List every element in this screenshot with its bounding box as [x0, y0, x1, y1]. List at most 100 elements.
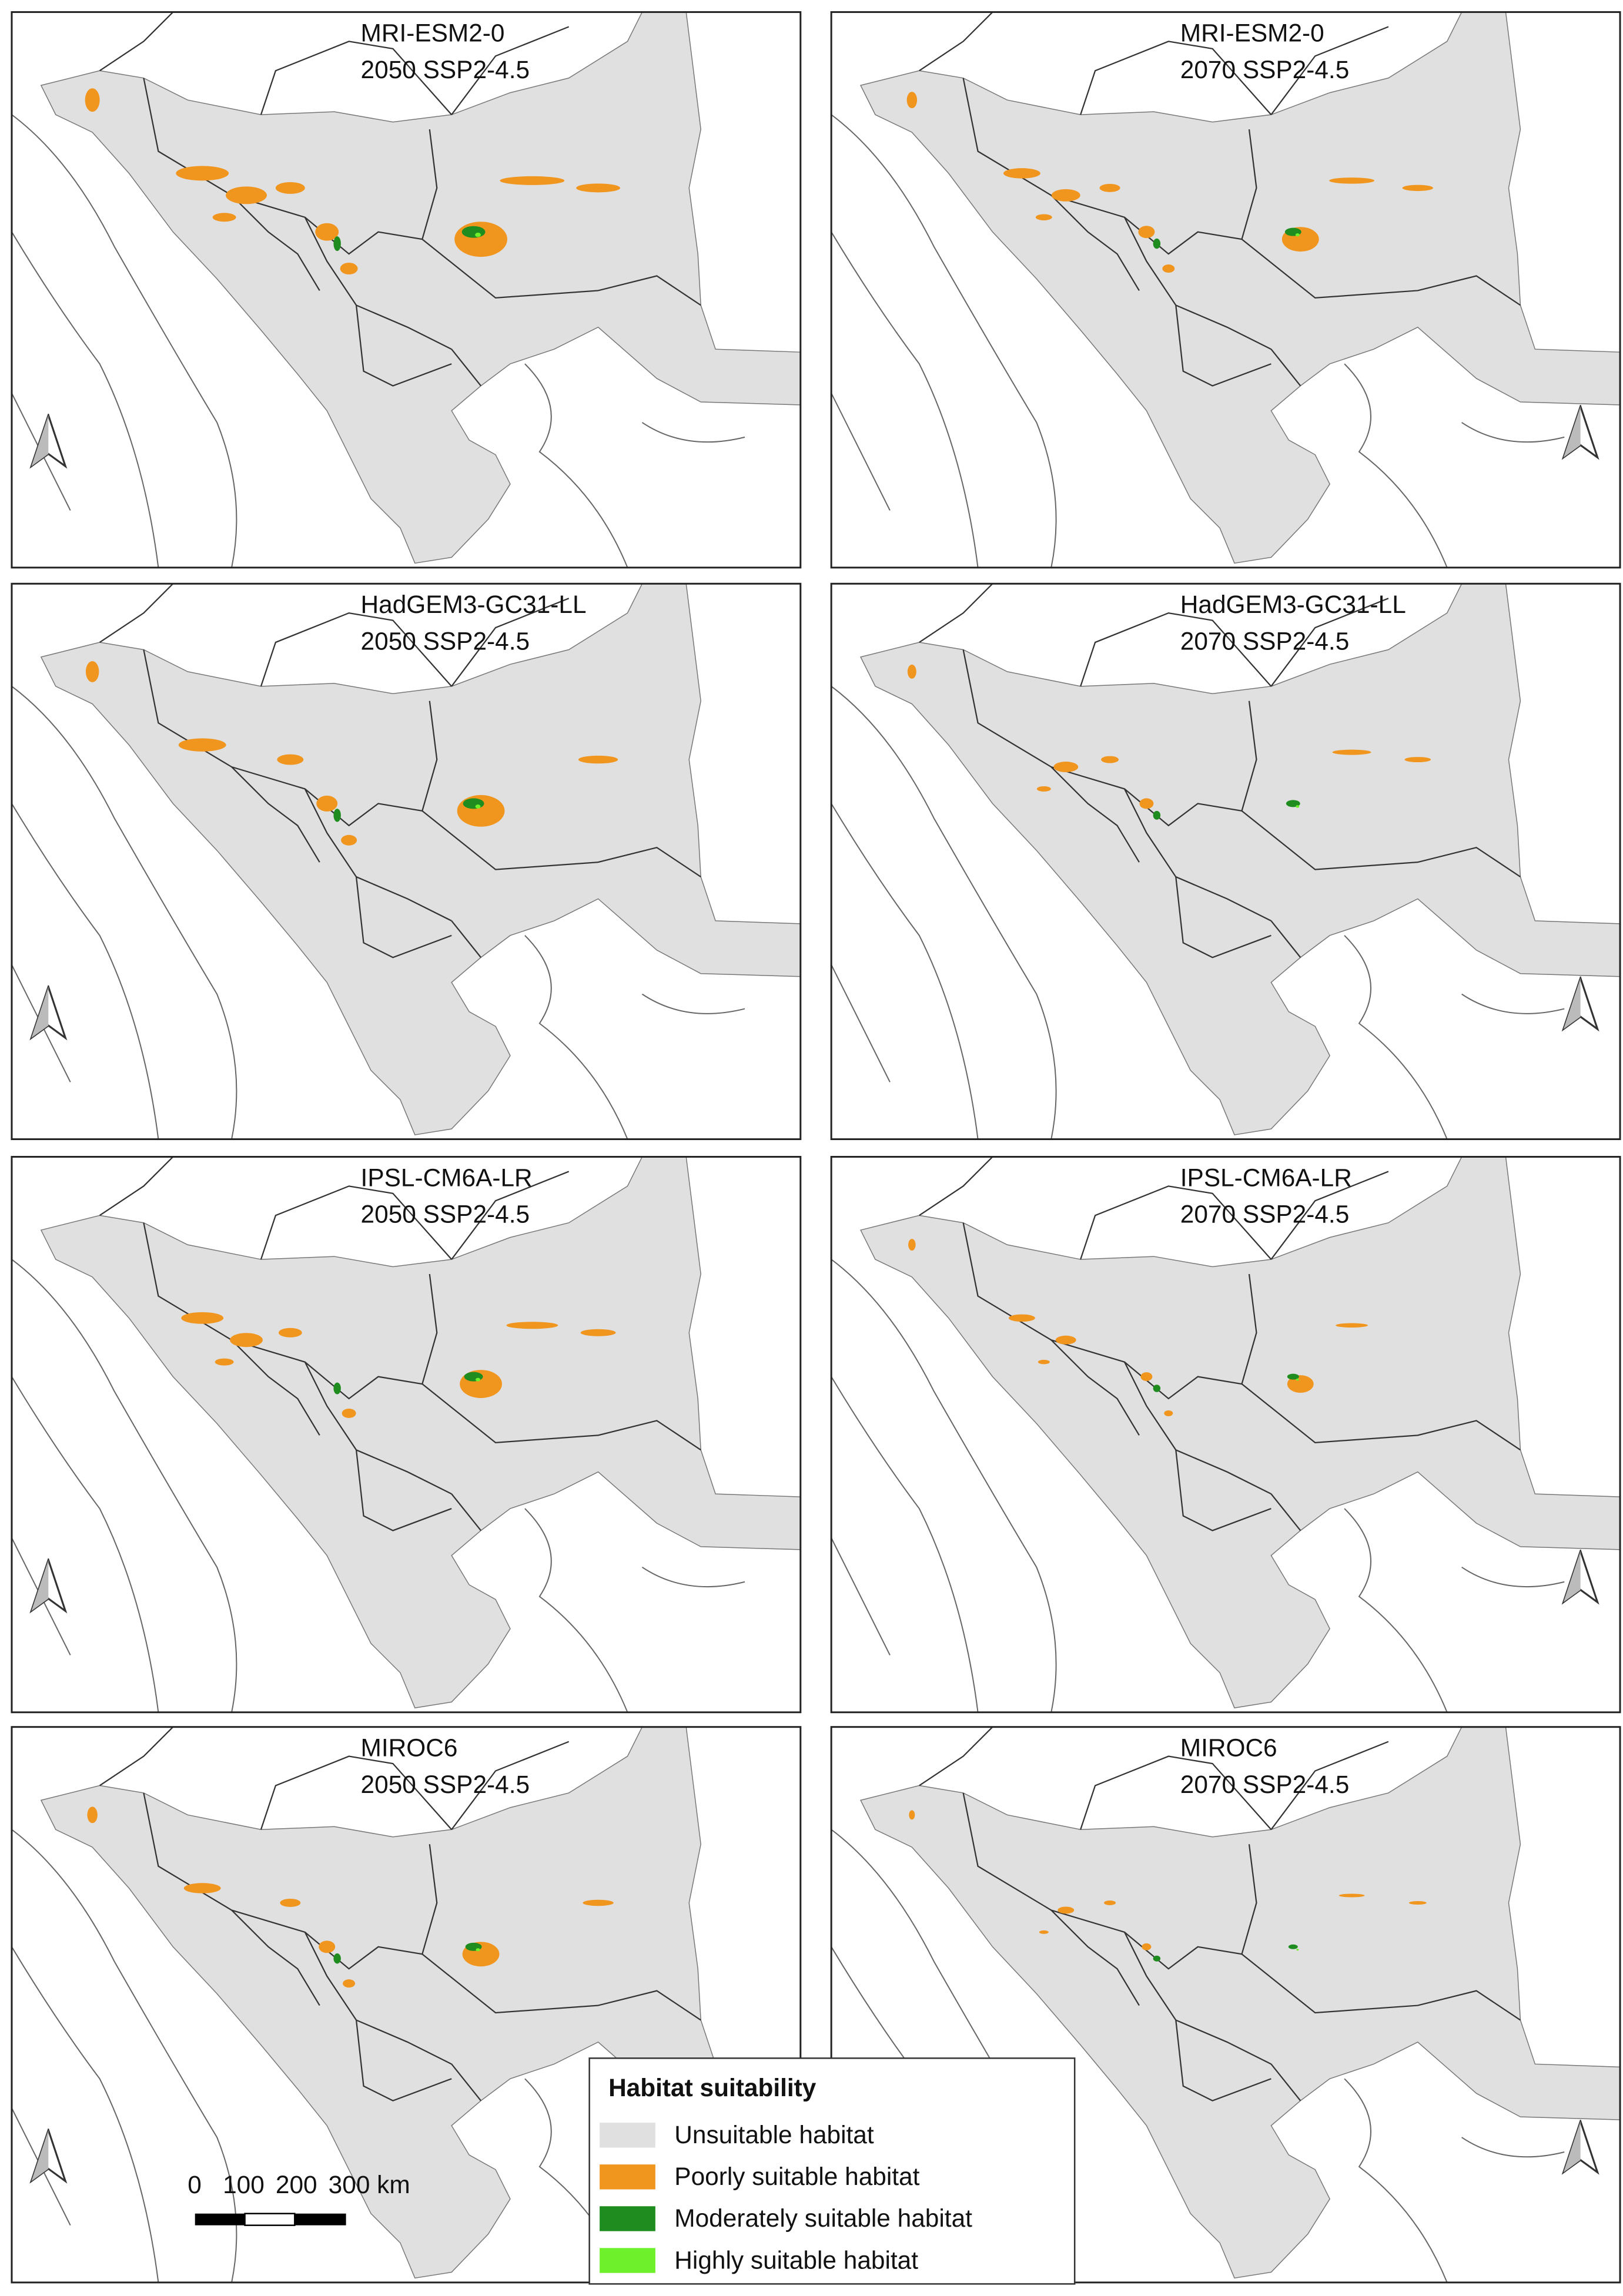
map-content	[11, 12, 801, 568]
country-border	[1050, 195, 1140, 291]
country-border	[421, 1953, 701, 2021]
coastline	[641, 422, 745, 443]
panel-frame	[11, 1155, 802, 1714]
poorly-suitable-patch	[1287, 1375, 1314, 1393]
scale-label: 100	[223, 2171, 265, 2198]
country-border	[260, 41, 453, 115]
legend-box	[588, 2057, 1076, 2285]
map-panel: MRI-ESM2-0 2050 SSP2-4.5	[11, 11, 802, 569]
coastline	[831, 393, 891, 511]
map-panel: IPSL-CM6A-LR 2050 SSP2-4.5	[11, 1155, 802, 1714]
scale-bar: 0 100 200 300 km	[188, 2171, 410, 2226]
moderately-suitable-patch	[1153, 1955, 1161, 1962]
poorly-suitable-patch	[1055, 1335, 1076, 1345]
poorly-suitable-patch	[454, 222, 507, 257]
country-border	[1270, 1171, 1389, 1260]
poorly-suitable-patch	[343, 1979, 356, 1988]
poorly-suitable-patch	[1332, 749, 1371, 755]
highly-suitable-patch	[475, 805, 481, 809]
poorly-suitable-patch	[1329, 177, 1374, 184]
poorly-suitable-patch	[1038, 1359, 1050, 1365]
poorly-suitable-patch	[1139, 798, 1154, 809]
coastline	[524, 363, 628, 568]
country-border	[1270, 2063, 1301, 2101]
poorly-suitable-patch	[280, 1898, 301, 1907]
poorly-suitable-patch	[87, 1806, 98, 1824]
legend-swatch	[600, 2206, 655, 2231]
country-border	[1270, 920, 1301, 958]
poorly-suitable-patch	[85, 88, 100, 112]
unsuitable-area	[40, 584, 801, 1135]
country-border	[421, 239, 701, 306]
map-content	[831, 1157, 1621, 1712]
country-border	[1050, 766, 1140, 863]
country-border	[451, 1493, 481, 1531]
country-border	[919, 1157, 993, 1216]
unsuitable-area	[859, 584, 1621, 1135]
poorly-suitable-patch	[226, 186, 267, 205]
country-border	[1175, 1450, 1271, 1531]
moderately-suitable-patch	[1153, 238, 1161, 249]
country-border	[1080, 612, 1272, 687]
country-border	[1270, 1741, 1389, 1830]
coastline	[11, 1259, 237, 1712]
coastline	[1461, 2137, 1565, 2158]
coastline	[831, 232, 979, 568]
moderately-suitable-patch	[461, 226, 486, 238]
highly-suitable-patch	[475, 232, 481, 237]
coastline	[1344, 1508, 1448, 1712]
poorly-suitable-patch	[907, 664, 916, 679]
poorly-suitable-patch	[1164, 1410, 1173, 1416]
coastline	[1344, 935, 1448, 1139]
coastline	[1461, 993, 1565, 1014]
moderately-suitable-patch	[1287, 1373, 1299, 1380]
poorly-suitable-patch	[1408, 1901, 1427, 1905]
scale-label: 300 km	[329, 2171, 410, 2198]
poorly-suitable-patch	[908, 1239, 916, 1251]
poorly-suitable-patch	[1058, 1906, 1075, 1914]
country-border	[962, 1792, 1257, 1970]
poorly-suitable-patch	[277, 754, 304, 765]
poorly-suitable-patch	[906, 92, 918, 109]
model-label: MRI-ESM2-0	[361, 19, 505, 46]
country-border	[1080, 41, 1272, 115]
coastline	[11, 686, 237, 1139]
map-content	[11, 1727, 801, 2282]
map-content	[11, 1157, 801, 1712]
legend-label: Highly suitable habitat	[674, 2246, 918, 2274]
poorly-suitable-patch	[212, 213, 236, 222]
map-panel: HadGEM3-GC31-LL 2070 SSP2-4.5	[830, 582, 1621, 1141]
coastline	[1344, 2078, 1448, 2282]
country-border	[421, 1383, 701, 1451]
poorly-suitable-patch	[580, 1329, 616, 1336]
poorly-suitable-patch	[1008, 1314, 1035, 1322]
unsuitable-area	[40, 12, 801, 564]
poorly-suitable-patch	[1162, 264, 1175, 273]
country-border	[1270, 348, 1301, 387]
unsuitable-area	[40, 1157, 801, 1709]
map-panel: MRI-ESM2-0 2070 SSP2-4.5	[830, 11, 1621, 569]
coastline	[641, 1566, 745, 1588]
highly-suitable-patch	[476, 1948, 480, 1952]
country-border	[1270, 598, 1389, 687]
panel-frame	[830, 1726, 1621, 2284]
country-border	[919, 1727, 993, 1786]
country-border	[355, 2020, 452, 2101]
scenario-label: 2070 SSP2-4.5	[1180, 56, 1350, 83]
country-border	[231, 1909, 320, 2006]
legend-title: Habitat suitability	[608, 2074, 816, 2101]
model-label: HadGEM3-GC31-LL	[1180, 591, 1406, 618]
poorly-suitable-patch	[275, 182, 305, 194]
country-border	[99, 1157, 174, 1216]
country-border	[355, 876, 452, 958]
country-border	[99, 12, 174, 72]
unsuitable-area	[859, 1727, 1621, 2279]
unsuitable-area	[859, 12, 1621, 564]
scenario-label: 2050 SSP2-4.5	[361, 56, 530, 83]
country-border	[451, 1171, 570, 1260]
coastline	[641, 993, 745, 1014]
poorly-suitable-patch	[1142, 1943, 1152, 1950]
country-border	[1175, 2020, 1271, 2101]
model-label: MIROC6	[361, 1734, 458, 1762]
